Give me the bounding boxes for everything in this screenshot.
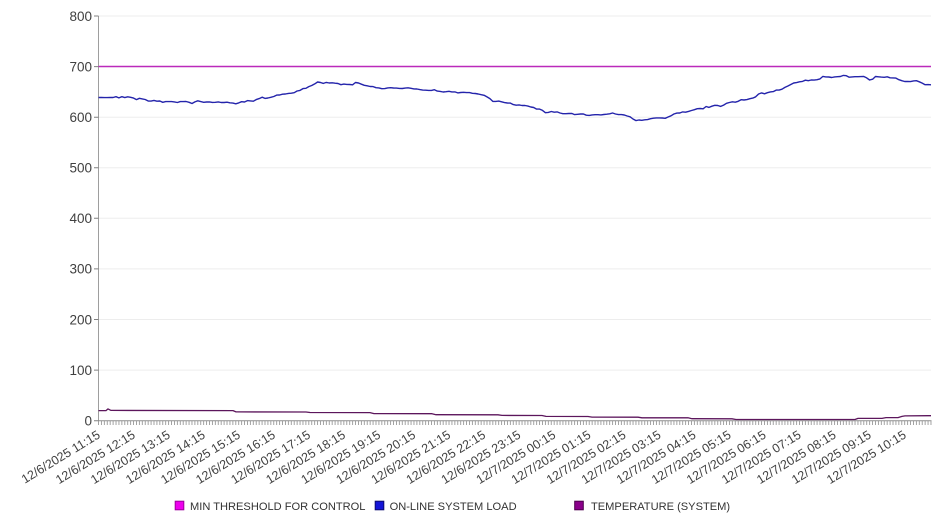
svg-text:700: 700 <box>69 59 92 74</box>
svg-text:400: 400 <box>69 211 92 226</box>
svg-text:500: 500 <box>69 161 92 176</box>
svg-text:100: 100 <box>69 363 92 378</box>
svg-text:300: 300 <box>69 262 92 277</box>
svg-text:800: 800 <box>69 9 92 24</box>
svg-text:MIN THRESHOLD FOR CONTROL: MIN THRESHOLD FOR CONTROL <box>190 501 365 513</box>
svg-text:200: 200 <box>69 312 92 327</box>
svg-text:TEMPERATURE (SYSTEM): TEMPERATURE (SYSTEM) <box>591 501 730 513</box>
svg-text:ON-LINE SYSTEM LOAD: ON-LINE SYSTEM LOAD <box>390 501 517 513</box>
svg-text:0: 0 <box>84 414 92 429</box>
svg-text:600: 600 <box>69 110 92 125</box>
